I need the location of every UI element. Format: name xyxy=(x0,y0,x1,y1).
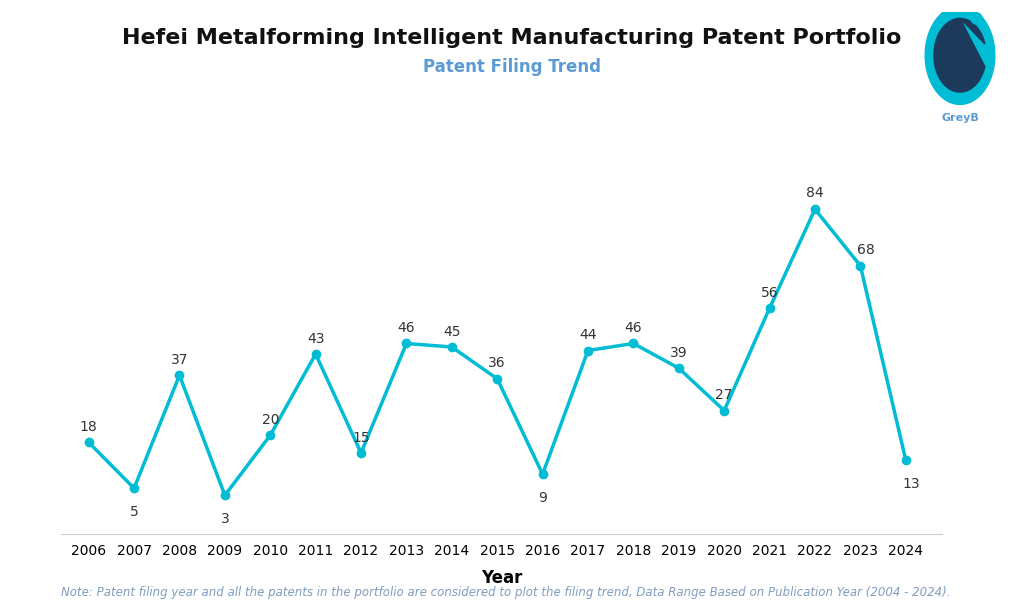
Text: 45: 45 xyxy=(443,325,461,339)
Text: 27: 27 xyxy=(716,388,733,402)
Polygon shape xyxy=(934,18,985,92)
Polygon shape xyxy=(926,6,995,104)
Text: 44: 44 xyxy=(580,328,597,342)
Text: 18: 18 xyxy=(80,420,97,434)
Text: 5: 5 xyxy=(130,505,138,519)
Text: 84: 84 xyxy=(806,185,823,200)
Text: Patent Filing Trend: Patent Filing Trend xyxy=(423,58,601,76)
Text: 43: 43 xyxy=(307,332,325,346)
Text: 3: 3 xyxy=(220,512,229,526)
Text: Hefei Metalforming Intelligent Manufacturing Patent Portfolio: Hefei Metalforming Intelligent Manufactu… xyxy=(122,28,902,48)
Text: 13: 13 xyxy=(902,476,921,491)
Text: 56: 56 xyxy=(761,286,778,300)
Text: 39: 39 xyxy=(670,346,687,360)
Text: 9: 9 xyxy=(539,491,547,505)
Text: 37: 37 xyxy=(171,353,188,367)
Text: 46: 46 xyxy=(397,321,416,335)
Text: GreyB: GreyB xyxy=(941,113,979,123)
Text: 46: 46 xyxy=(625,321,642,335)
Text: Note: Patent filing year and all the patents in the portfolio are considered to : Note: Patent filing year and all the pat… xyxy=(61,586,951,599)
Text: 68: 68 xyxy=(857,243,874,257)
Text: 15: 15 xyxy=(352,430,370,445)
Text: 20: 20 xyxy=(261,413,279,427)
X-axis label: Year: Year xyxy=(481,569,522,587)
Text: 36: 36 xyxy=(488,357,506,370)
